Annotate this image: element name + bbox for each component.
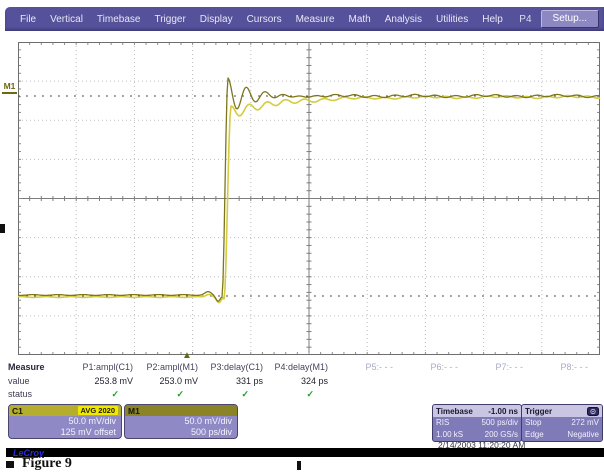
timebase-row-1: RIS 500 ps/div <box>433 417 521 429</box>
channel-c1-scale: 50.0 mV/div <box>68 416 116 426</box>
menu-item-trigger[interactable]: Trigger <box>154 13 186 25</box>
footer-bar: LeCroy <box>6 447 604 458</box>
timebase-mode: RIS <box>436 418 450 427</box>
memory-m1-scale: 50.0 mV/div <box>184 416 232 426</box>
menu-item-vertical[interactable]: Vertical <box>50 13 83 25</box>
measure-row-label-value: value <box>8 375 30 386</box>
trigger-header: Trigger <box>522 405 602 417</box>
measure-p6-label[interactable]: P6:- - - <box>430 362 458 372</box>
measure-p5-label[interactable]: P5:- - - <box>365 362 393 372</box>
trigger-position-marker[interactable]: ▲ <box>182 350 192 361</box>
menu-item-cursors[interactable]: Cursors <box>246 13 282 25</box>
menu-item-help[interactable]: Help <box>482 13 503 25</box>
figure-caption: Figure 9 <box>22 456 72 471</box>
measure-p1-status: ✓ <box>111 389 119 399</box>
timebase-scale: 500 ps/div <box>481 418 518 427</box>
menu-item-analysis[interactable]: Analysis <box>384 13 422 25</box>
measure-p2-status: ✓ <box>176 389 184 399</box>
persistence-indicator: P4 <box>519 13 532 25</box>
trigger-row-2: Edge Negative <box>522 429 602 441</box>
measure-row-label-status: status <box>8 389 33 399</box>
measure-p3-label[interactable]: P3:delay(C1) <box>210 362 263 372</box>
trigger-slope: Negative <box>567 430 599 439</box>
waveform-display <box>17 42 601 355</box>
measure-p6-value <box>401 375 466 389</box>
setup-button[interactable]: Setup... <box>540 10 599 28</box>
menu-item-measure[interactable]: Measure <box>295 13 335 25</box>
timebase-box[interactable]: Timebase -1.00 ns RIS 500 ps/div 1.00 kS… <box>432 404 522 442</box>
measure-p3-value: 331 ps <box>235 375 263 386</box>
measure-p5-status <box>336 388 401 402</box>
measure-p7-value <box>466 375 531 389</box>
measure-p2-label[interactable]: P2:ampl(M1) <box>146 362 198 372</box>
page-crop-mark-bottom <box>297 461 301 470</box>
measure-row-label-label: Measure <box>8 362 45 372</box>
trigger-title: Trigger <box>525 406 553 416</box>
measure-p4-status: ✓ <box>306 389 314 399</box>
timebase-samples: 1.00 kS <box>436 430 464 439</box>
measure-p7-status <box>466 388 531 402</box>
channel-c1-avg-badge: AVG 2020 <box>77 406 118 415</box>
measure-p6-status <box>401 388 466 402</box>
menu-bar: File Vertical Timebase Trigger Display Cursor… <box>5 7 604 31</box>
trigger-type: Edge <box>525 430 544 439</box>
menu-item-display[interactable]: Display <box>199 13 233 25</box>
timebase-row-2: 1.00 kS 200 GS/s <box>433 429 521 441</box>
measure-p8-status <box>531 388 596 402</box>
trace-m1 <box>17 77 601 302</box>
channel-c1-label: C1 <box>12 405 23 416</box>
measure-p4-label[interactable]: P4:delay(M1) <box>274 362 328 372</box>
channel-c1-box[interactable]: C1 AVG 2020 50.0 mV/div 125 mV offset <box>8 404 122 439</box>
menu-item-math[interactable]: Math <box>348 13 371 25</box>
datetime-display: 2/14/2003 11:20:20 AM <box>438 440 526 450</box>
timebase-title: Timebase <box>436 406 473 416</box>
trigger-state: Stop <box>525 418 542 427</box>
menu-item-timebase[interactable]: Timebase <box>96 13 141 25</box>
measure-p3-status: ✓ <box>241 389 249 399</box>
scope-graticule <box>17 42 601 355</box>
measure-p1-label[interactable]: P1:ampl(C1) <box>82 362 133 372</box>
measure-p7-label[interactable]: P7:- - - <box>495 362 523 372</box>
trigger-source-icon <box>587 406 599 416</box>
measure-p8-value <box>531 375 596 389</box>
trace-label-m1[interactable]: M1 <box>2 81 17 94</box>
trigger-level: 272 mV <box>571 418 599 427</box>
channel-c1-offset: 125 mV offset <box>60 427 116 437</box>
memory-m1-timebase: 500 ps/div <box>190 427 232 437</box>
timebase-delay-value: -1.00 ns <box>488 406 518 416</box>
measure-p4-value: 324 ps <box>300 375 328 386</box>
trigger-box[interactable]: Trigger Stop 272 mV Edge Negative <box>521 404 603 442</box>
measure-p2-value: 253.0 mV <box>159 375 198 386</box>
menu-items: File Vertical Timebase Trigger Display Cursor… <box>13 14 510 25</box>
channel-c1-header: C1 AVG 2020 <box>9 405 121 416</box>
menu-item-file[interactable]: File <box>20 13 37 25</box>
memory-m1-header: M1 <box>125 405 237 416</box>
measure-p5-value <box>336 375 401 389</box>
lecroy-logo: LeCroy <box>13 447 45 458</box>
measure-p1-value: 253.8 mV <box>94 375 133 386</box>
timebase-header: Timebase -1.00 ns <box>433 405 521 417</box>
memory-m1-box[interactable]: M1 50.0 mV/div 500 ps/div <box>124 404 238 439</box>
memory-m1-label: M1 <box>128 405 140 416</box>
trigger-row-1: Stop 272 mV <box>522 417 602 429</box>
measure-p8-label[interactable]: P8:- - - <box>560 362 588 372</box>
caption-square-bullet <box>6 461 14 468</box>
timebase-samplerate: 200 GS/s <box>484 430 518 439</box>
graticule-border <box>18 42 600 355</box>
measure-table: Measure P1:ampl(C1) P2:ampl(M1) P3:delay(C1… <box>6 361 596 402</box>
page-crop-mark-left <box>0 224 5 233</box>
menu-item-utilities[interactable]: Utilities <box>435 13 469 25</box>
